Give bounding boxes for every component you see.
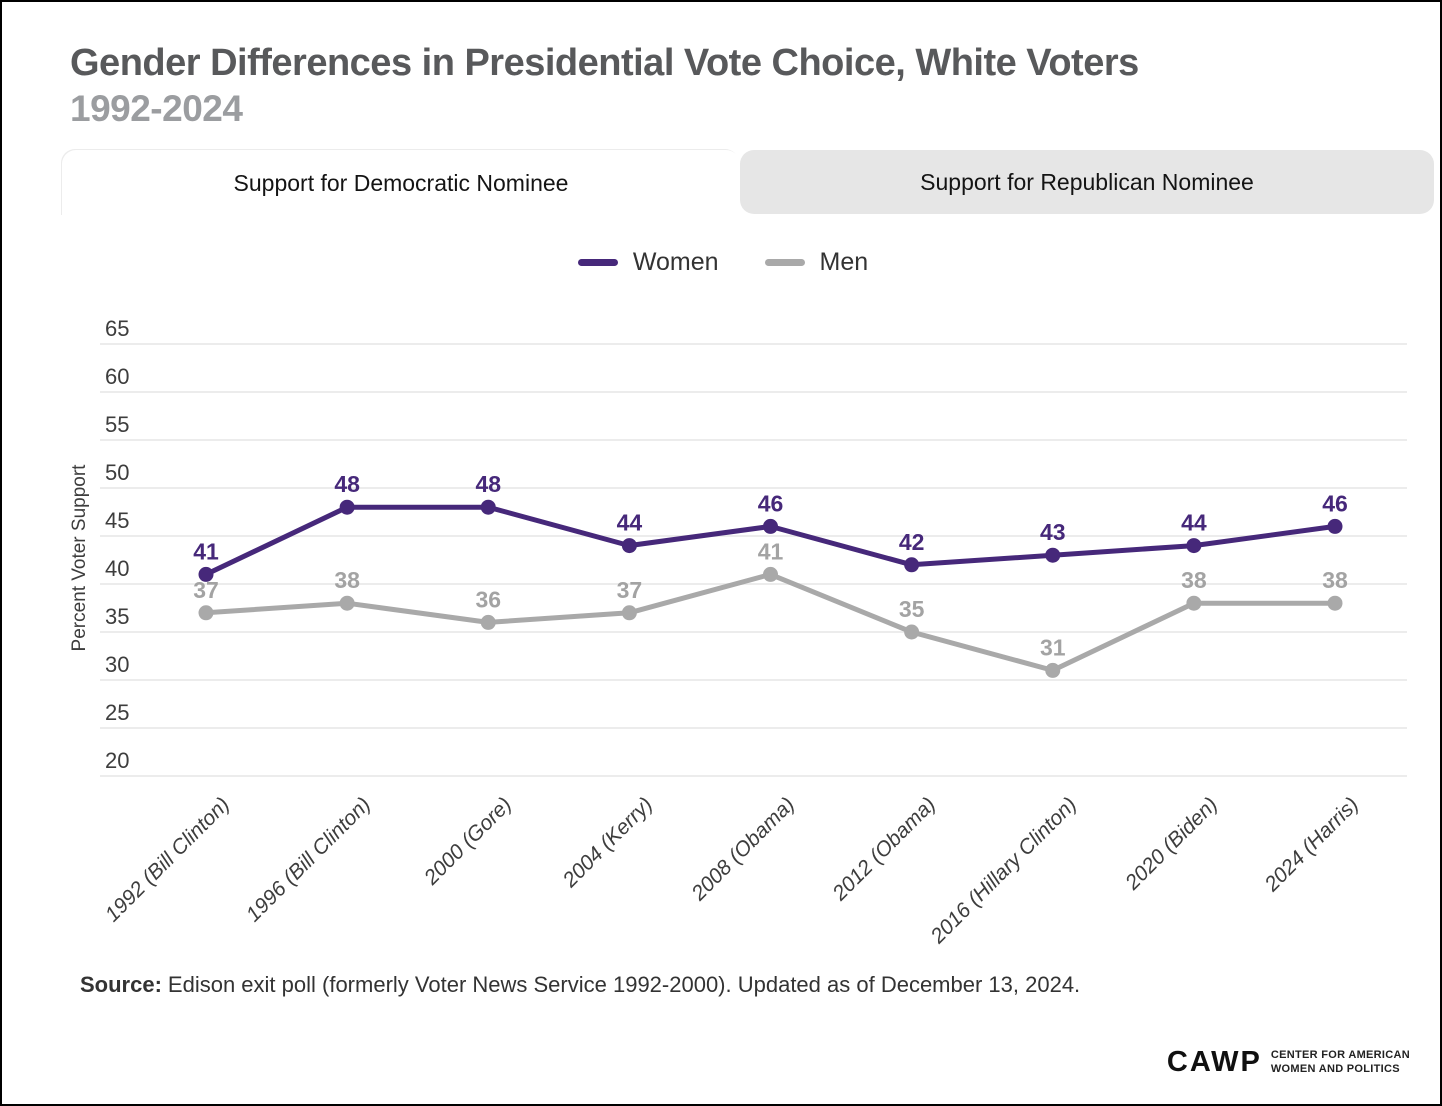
data-label-women: 44 [1181, 510, 1207, 536]
legend-item-women: Women [577, 248, 719, 277]
y-tick-label: 60 [105, 364, 129, 389]
y-tick-label: 25 [105, 700, 129, 725]
data-point-women [480, 499, 496, 515]
y-tick-label: 50 [105, 460, 129, 485]
data-point-women [621, 538, 637, 554]
data-label-men: 37 [193, 577, 219, 603]
cawp-logo-acronym: CAWP [1166, 1046, 1262, 1078]
data-point-men [1045, 662, 1061, 678]
data-point-women [198, 566, 214, 582]
data-label-men: 41 [758, 538, 784, 564]
women-line-swatch-icon [577, 259, 618, 266]
data-point-men [339, 595, 355, 611]
cawp-logo: CAWP CENTER FOR AMERICAN WOMEN AND POLIT… [1167, 1046, 1410, 1079]
data-label-women: 48 [475, 471, 501, 497]
legend-label-men: Men [819, 248, 869, 276]
data-label-men: 38 [1322, 567, 1348, 593]
y-tick-label: 30 [105, 652, 129, 677]
legend-label-women: Women [632, 248, 719, 276]
y-tick-label: 65 [105, 316, 129, 341]
data-point-men [480, 614, 496, 630]
data-label-women: 44 [617, 510, 643, 536]
data-point-women [1186, 538, 1202, 554]
data-point-men [1186, 595, 1202, 611]
source-label: Source: [80, 972, 162, 997]
data-label-women: 46 [1322, 490, 1348, 516]
data-point-men [904, 624, 920, 640]
men-line-swatch-icon [764, 259, 805, 266]
data-point-women [1045, 547, 1061, 563]
legend-item-men: Men [764, 248, 869, 277]
y-tick-label: 35 [105, 604, 129, 629]
data-label-women: 43 [1040, 519, 1066, 545]
cawp-logo-line1: CENTER FOR AMERICAN [1270, 1049, 1410, 1062]
data-point-men [763, 566, 778, 582]
tab-republican-nominee[interactable]: Support for Republican Nominee [740, 150, 1434, 214]
data-label-men: 38 [1181, 567, 1207, 593]
data-point-men [198, 605, 214, 621]
cawp-logo-text: CENTER FOR AMERICAN WOMEN AND POLITICS [1271, 1049, 1410, 1075]
data-label-men: 35 [899, 596, 925, 622]
page-title: Gender Differences in Presidential Vote … [70, 42, 1139, 84]
data-point-women [763, 518, 778, 534]
data-point-women [1327, 518, 1343, 534]
source-note: Source: Edison exit poll (formerly Voter … [80, 972, 1080, 998]
y-tick-label: 45 [105, 508, 129, 533]
page-subtitle: 1992-2024 [70, 88, 243, 129]
data-label-women: 48 [334, 471, 360, 497]
data-label-men: 31 [1040, 634, 1066, 660]
y-tick-label: 55 [105, 412, 129, 437]
y-tick-label: 40 [105, 556, 129, 581]
data-label-men: 38 [334, 567, 360, 593]
data-label-women: 46 [758, 490, 784, 516]
data-point-women [339, 499, 355, 515]
y-tick-label: 20 [105, 748, 129, 773]
data-label-men: 37 [617, 577, 643, 603]
data-point-men [621, 605, 637, 621]
data-label-women: 41 [193, 538, 219, 564]
data-label-women: 42 [899, 529, 925, 555]
cawp-logo-line2: WOMEN AND POLITICS [1270, 1062, 1400, 1075]
data-label-men: 36 [475, 586, 501, 612]
data-point-women [904, 557, 920, 573]
tab-democratic-nominee[interactable]: Support for Democratic Nominee [62, 150, 740, 216]
series-line-men [203, 571, 1338, 673]
data-point-men [1327, 595, 1343, 611]
tab-label: Support for Republican Nominee [920, 168, 1254, 195]
tab-bar: Support for Republican Nominee Support f… [62, 150, 1434, 216]
tab-label: Support for Democratic Nominee [233, 169, 569, 196]
chart-legend: Women Men [2, 248, 1440, 277]
source-text: Edison exit poll (formerly Voter News Se… [167, 972, 1081, 997]
